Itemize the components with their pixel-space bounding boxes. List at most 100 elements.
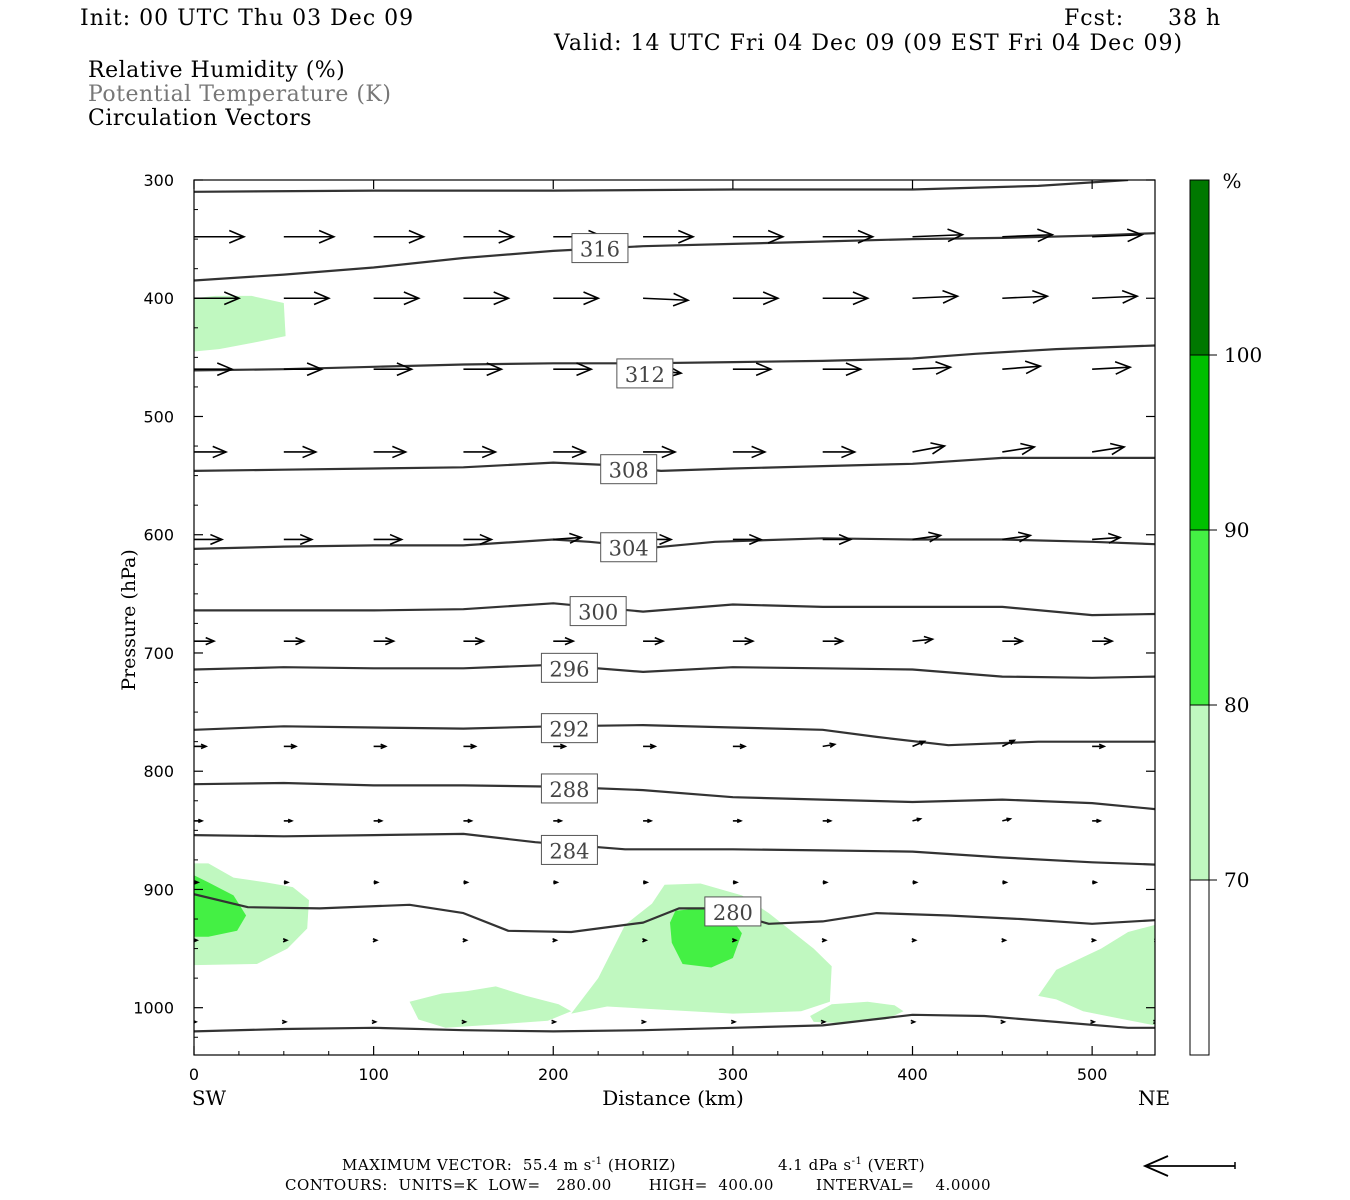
vector-head	[571, 445, 588, 459]
horiz-value: 55.4	[522, 1156, 559, 1174]
circulation-vector	[643, 818, 654, 824]
circulation-vector	[1002, 228, 1055, 243]
vector-head	[1114, 360, 1133, 375]
vector-head	[919, 740, 927, 746]
circulation-vector	[732, 743, 747, 750]
vector-head	[935, 360, 953, 375]
contours-line: CONTOURS: UNITS=K LOW= 280.00 HIGH= 400.…	[285, 1176, 991, 1194]
field-label-rh: Relative Humidity (%)	[88, 58, 346, 83]
vector-shaft	[1002, 446, 1035, 453]
contour-label: 312	[625, 363, 665, 387]
vector-head	[748, 533, 763, 546]
circulation-vector	[822, 742, 837, 748]
vector-head	[1121, 289, 1140, 304]
theta-contour-unlabeled-11	[194, 1013, 1155, 1033]
circulation-vector	[1154, 538, 1155, 540]
vector-head	[1013, 636, 1025, 646]
vector-head	[767, 229, 785, 244]
circulation-vector	[1091, 938, 1098, 943]
vector-head	[751, 445, 767, 459]
vector-head	[408, 229, 426, 244]
vector-head	[744, 636, 755, 646]
vert-exponent: -1	[851, 1156, 863, 1167]
vector-head	[403, 291, 421, 306]
vector-head	[576, 362, 594, 377]
contour-label: 316	[580, 238, 620, 262]
circulation-vector	[283, 636, 306, 646]
y-tick-label: 800	[143, 762, 174, 781]
vector-head	[736, 818, 743, 824]
circulation-vector	[912, 360, 953, 375]
contour-label-box	[704, 896, 762, 927]
vector-head	[194, 1020, 199, 1024]
circulation-vector	[1002, 531, 1033, 543]
vector-head	[1107, 532, 1123, 544]
vector-head	[857, 229, 875, 244]
x-tick-label: 100	[358, 1065, 389, 1084]
vector-head	[371, 1019, 378, 1025]
vector-head	[1109, 442, 1127, 456]
x-tick-label: 500	[1077, 1065, 1108, 1084]
x-axis-label: Distance (km)	[602, 1086, 744, 1110]
vert-tag: (VERT)	[867, 1156, 926, 1174]
circulation-vector	[1092, 289, 1140, 304]
vector-head	[1008, 739, 1017, 746]
vector-head	[306, 362, 324, 377]
vector-head	[553, 880, 560, 885]
vector-head	[1162, 744, 1167, 748]
circulation-vector	[463, 743, 478, 750]
theta-contour-284	[194, 832, 1155, 866]
vector-shaft	[912, 445, 945, 453]
vector-head	[1037, 228, 1055, 243]
circulation-vector	[194, 445, 229, 459]
circulation-vector	[194, 362, 235, 377]
vector-head	[659, 533, 674, 546]
circulation-vector	[822, 636, 845, 646]
circulation-vector	[283, 362, 324, 377]
vector-head	[299, 533, 314, 546]
vector-head	[1017, 531, 1033, 543]
circulation-vector	[551, 1019, 558, 1025]
vector-head	[385, 636, 396, 646]
humidity-region-0	[194, 295, 286, 352]
circulation-vector	[1002, 636, 1025, 646]
circulation-vector	[822, 291, 870, 306]
circulation-vector	[194, 880, 201, 885]
vector-head	[290, 743, 298, 750]
circulation-vector	[822, 362, 863, 377]
vector-head	[380, 743, 388, 750]
circulation-vector	[732, 445, 767, 459]
y-tick-label: 900	[143, 880, 174, 899]
circulation-vector	[732, 818, 743, 824]
circulation-vector	[553, 818, 564, 824]
forecast-label: Fcst:	[1064, 6, 1125, 31]
circulation-vector	[552, 938, 559, 943]
circulation-vector	[1155, 819, 1163, 822]
y-tick-label: 500	[143, 407, 174, 426]
vector-head	[732, 880, 739, 885]
circulation-vector	[911, 938, 918, 943]
vector-shaft	[912, 534, 941, 541]
circulation-vector	[194, 636, 217, 646]
circulation-vector	[1090, 1019, 1097, 1025]
circulation-vector	[822, 229, 875, 244]
vector-head	[212, 445, 229, 459]
circulation-vector	[463, 229, 516, 244]
circulation-vector	[1092, 360, 1133, 375]
field-label-vectors: Circulation Vectors	[88, 106, 312, 131]
circulation-vector	[1092, 532, 1123, 544]
circulation-vector	[283, 880, 290, 885]
vector-head	[282, 938, 289, 943]
contour-label-box	[616, 358, 674, 389]
vector-head	[1096, 818, 1103, 824]
vector-head	[392, 445, 408, 459]
vector-head	[198, 818, 205, 824]
vector-shaft	[912, 366, 951, 370]
vector-head	[302, 445, 318, 459]
vector-head	[762, 291, 780, 306]
circulation-vector	[371, 1019, 378, 1025]
circulation-vector	[283, 743, 298, 750]
vector-head	[1103, 636, 1115, 646]
y-tick-label: 300	[143, 171, 174, 190]
vector-head	[641, 1019, 648, 1025]
